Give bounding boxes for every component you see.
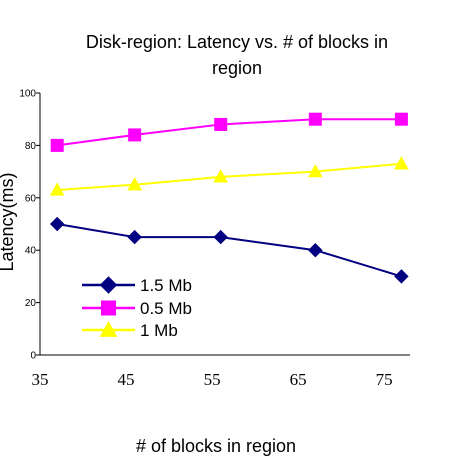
data-point	[127, 177, 143, 191]
y-tick-label: 60	[25, 193, 37, 204]
series-line	[57, 118, 402, 147]
x-tick-label: 55	[204, 370, 221, 389]
data-point	[394, 156, 409, 170]
legend-label: 1.5 Mb	[140, 276, 192, 295]
x-tick-label: 65	[290, 370, 307, 389]
data-point	[50, 138, 64, 152]
series-1	[50, 112, 408, 152]
y-tick-label: 40	[25, 246, 37, 257]
data-point	[127, 229, 142, 245]
legend-marker	[99, 276, 118, 294]
data-point	[50, 216, 65, 232]
x-tick-label: 75	[376, 370, 393, 389]
x-axis-label: # of blocks in region	[136, 436, 296, 456]
x-tick-label: 35	[32, 370, 49, 389]
data-point	[308, 242, 323, 258]
data-point	[49, 182, 65, 196]
series-2	[49, 156, 409, 196]
axes	[36, 92, 410, 356]
legend-item-0: 1.5 Mb	[82, 276, 192, 295]
data-point	[394, 112, 408, 126]
data-point	[214, 117, 228, 131]
legend-marker	[99, 320, 118, 337]
series-0	[50, 216, 409, 284]
y-tick-label: 100	[19, 89, 36, 100]
x-tick-label: 45	[118, 370, 135, 389]
series-group	[49, 112, 409, 284]
y-tick-label: 0	[30, 351, 36, 362]
chart-title-line-1: Disk-region: Latency vs. # of blocks in	[86, 32, 388, 52]
y-axis-label: Latency(ms)	[0, 172, 17, 271]
data-point	[128, 128, 142, 142]
data-point	[308, 112, 322, 126]
legend: 1.5 Mb 0.5 Mb 1 Mb	[82, 276, 192, 340]
legend-item-2: 1 Mb	[82, 320, 178, 340]
legend-marker	[101, 300, 116, 316]
data-point	[213, 229, 228, 245]
legend-item-1: 0.5 Mb	[82, 299, 192, 318]
data-point	[394, 269, 409, 284]
series-line	[57, 223, 402, 278]
data-point	[307, 164, 323, 178]
legend-label: 0.5 Mb	[140, 299, 192, 318]
tick-labels: 0 20 40 60 80 100 35 45 55 65 75	[19, 89, 392, 390]
y-tick-label: 80	[25, 141, 37, 152]
legend-label: 1 Mb	[140, 321, 178, 340]
y-tick-label: 20	[25, 298, 37, 309]
data-point	[213, 169, 229, 183]
series-line	[57, 162, 402, 191]
chart-title-line-2: region	[212, 58, 262, 78]
